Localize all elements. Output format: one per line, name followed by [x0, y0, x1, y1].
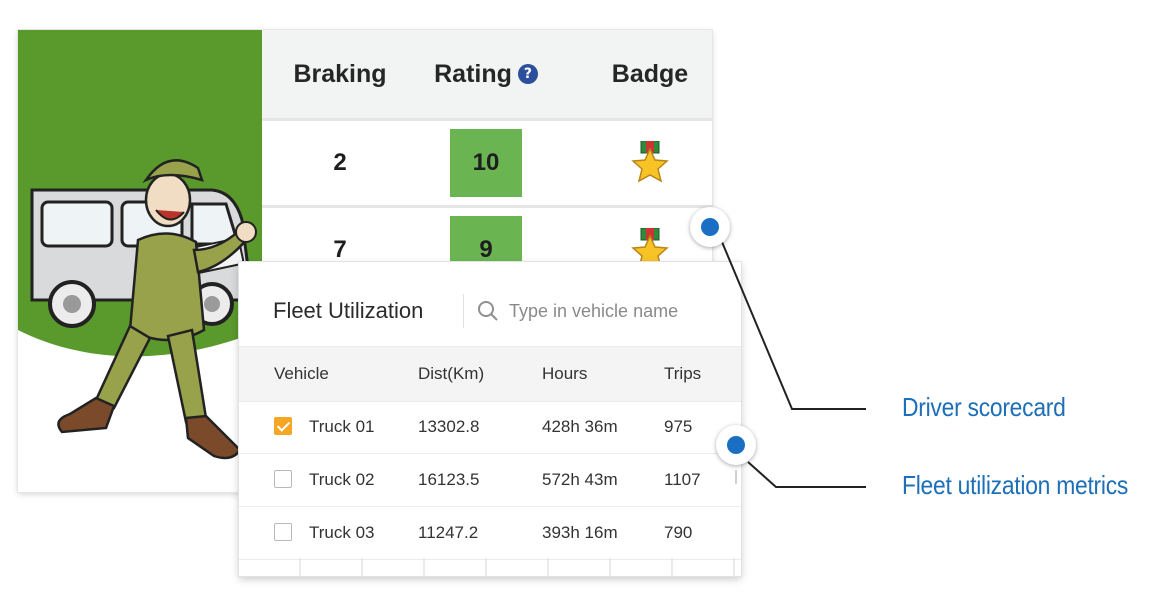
table-row[interactable]: Truck 03 11247.2 393h 16m 790 — [239, 507, 741, 560]
fleet-utilization-title: Fleet Utilization — [273, 298, 424, 323]
braking-value: 7 — [333, 236, 347, 263]
trips-column-header[interactable]: Trips — [664, 364, 702, 383]
vehicle-name: Truck 02 — [309, 470, 375, 489]
driver-illustration-panel — [18, 30, 262, 492]
row-checkbox[interactable] — [274, 523, 292, 541]
hours-value: 393h 16m — [542, 523, 618, 542]
rating-value: 10 — [450, 129, 522, 197]
badge-column-header: Badge — [611, 59, 689, 88]
clipped-column-edge — [735, 470, 737, 484]
divider — [463, 294, 464, 328]
trips-value: 790 — [664, 523, 693, 542]
help-icon[interactable]: ? — [517, 64, 538, 84]
table-row[interactable]: Truck 02 16123.5 572h 43m 1107 — [239, 454, 741, 507]
scorecard-row: 2 10 — [262, 121, 712, 208]
cartoon-driver-illustration — [18, 30, 262, 492]
dist-value: 11247.2 — [418, 523, 479, 542]
dist-value: 13302.8 — [418, 417, 480, 436]
fleet-utilization-label: Fleet utilization metrics — [902, 470, 1129, 500]
fleet-callout-marker — [716, 425, 756, 465]
hours-column-header[interactable]: Hours — [542, 364, 588, 383]
fleet-table-header: Vehicle Dist(Km) Hours Trips — [239, 346, 741, 402]
hours-value: 428h 36m — [542, 417, 618, 436]
row-checkbox[interactable] — [274, 470, 292, 488]
search-icon — [478, 301, 498, 321]
vehicle-column-header[interactable]: Vehicle — [274, 364, 329, 383]
table-row[interactable]: Truck 01 13302.8 428h 36m 975 — [239, 401, 741, 454]
trips-value: 975 — [664, 417, 693, 436]
dist-value: 16123.5 — [418, 470, 480, 489]
trips-value: 1107 — [664, 470, 701, 489]
rating-column-header: Rating ? — [432, 30, 540, 118]
vehicle-search-input[interactable] — [507, 296, 737, 326]
star-medal-icon — [631, 141, 669, 183]
scorecard-callout-marker — [690, 207, 730, 247]
braking-value: 2 — [333, 149, 347, 176]
driver-scorecard-label: Driver scorecard — [902, 392, 1066, 422]
row-checkbox[interactable] — [274, 417, 292, 435]
vehicle-name: Truck 03 — [309, 523, 375, 542]
fleet-utilization-card: Fleet Utilization Vehicle Dist(Km) Hours… — [239, 262, 741, 576]
vehicle-name: Truck 01 — [309, 417, 375, 436]
dist-column-header[interactable]: Dist(Km) — [418, 364, 485, 383]
hours-value: 572h 43m — [542, 470, 618, 489]
scorecard-header-row: Braking Rating ? Badge — [262, 30, 712, 121]
next-row-fade — [239, 558, 741, 576]
braking-column-header: Braking — [293, 59, 387, 88]
